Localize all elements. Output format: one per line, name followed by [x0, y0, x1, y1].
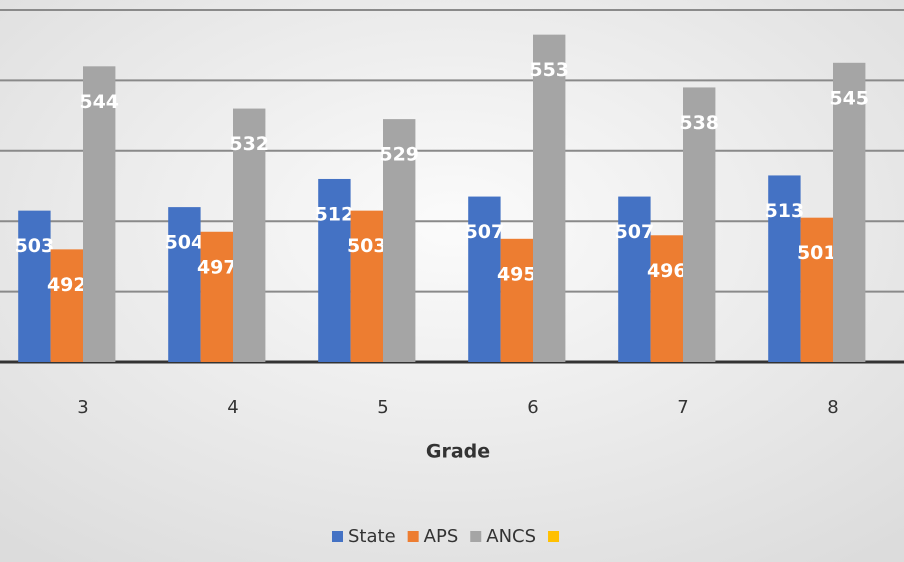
data-label: 538 — [679, 112, 719, 134]
bar — [500, 238, 533, 362]
bar — [83, 66, 116, 362]
data-label: 507 — [615, 221, 655, 243]
data-label: 497 — [197, 256, 237, 278]
data-label: 545 — [829, 87, 869, 109]
x-tick-label: 5 — [377, 397, 388, 418]
data-label: 492 — [47, 274, 87, 296]
data-label: 512 — [315, 203, 355, 225]
bar — [768, 175, 801, 362]
legend-label: ANCS — [486, 526, 536, 547]
bar — [350, 210, 383, 362]
data-label: 504 — [165, 232, 205, 254]
bar — [50, 249, 83, 362]
bar — [200, 231, 233, 362]
data-label: 503 — [347, 235, 387, 257]
legend: State APS ANCS — [332, 526, 560, 547]
x-tick-label: 4 — [227, 397, 238, 418]
legend-swatch — [407, 531, 419, 542]
bar — [468, 196, 501, 362]
bar — [650, 235, 683, 362]
legend-swatch — [548, 531, 560, 542]
bar — [533, 34, 566, 362]
bar — [683, 87, 716, 362]
bar — [168, 207, 201, 362]
data-label: 553 — [529, 59, 569, 81]
data-label: 496 — [647, 260, 687, 282]
x-tick-label: 3 — [77, 397, 88, 418]
data-label: 507 — [465, 221, 505, 243]
data-label: 544 — [79, 91, 119, 113]
bar — [618, 196, 651, 362]
legend-swatch — [332, 531, 343, 542]
bar — [233, 108, 266, 362]
bar — [833, 62, 866, 363]
bar — [318, 178, 351, 362]
legend-label: APS — [424, 526, 459, 547]
data-label: 513 — [765, 200, 805, 222]
data-label: 495 — [497, 263, 537, 285]
data-label: 529 — [379, 144, 419, 166]
legend-swatch — [470, 531, 482, 542]
bar — [800, 217, 833, 362]
data-label: 503 — [15, 235, 55, 257]
x-axis-title: Grade — [426, 441, 490, 463]
legend-label: State — [348, 526, 396, 547]
x-tick-label: 8 — [827, 397, 838, 418]
bar — [383, 119, 416, 363]
x-tick-label: 6 — [527, 397, 538, 418]
data-label: 501 — [797, 242, 837, 264]
data-label: 532 — [229, 133, 269, 155]
x-tick-label: 7 — [677, 397, 688, 418]
bar — [18, 210, 51, 362]
